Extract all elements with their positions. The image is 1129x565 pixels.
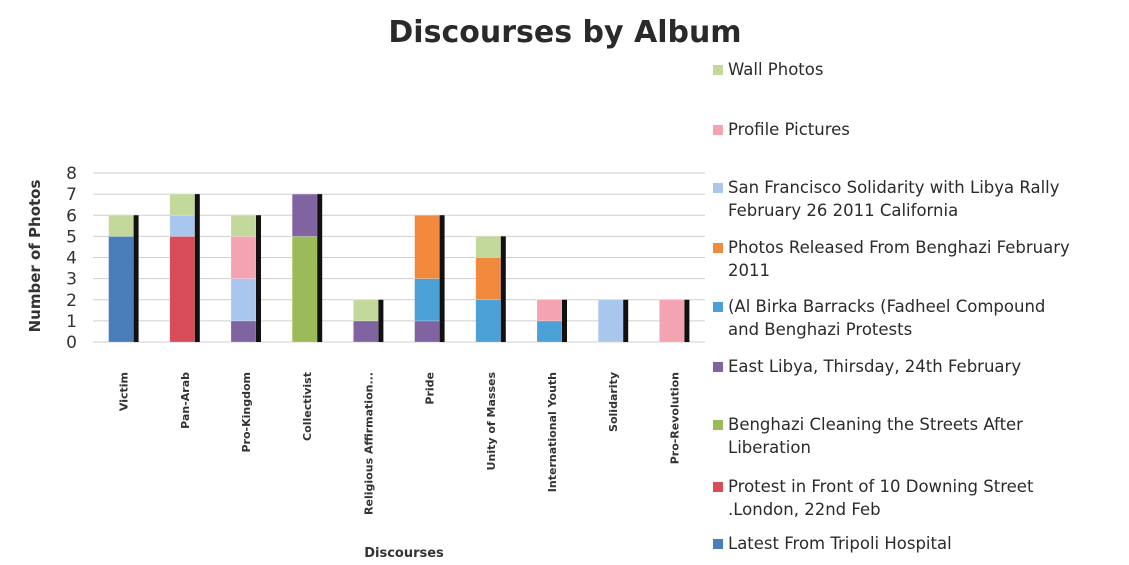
legend-label: Benghazi Cleaning the Streets After bbox=[728, 415, 1023, 434]
bar-segment bbox=[230, 214, 257, 237]
bar-segment bbox=[353, 320, 379, 343]
bar-shadow bbox=[378, 299, 384, 342]
bar-shadow bbox=[439, 215, 445, 342]
x-tick-label: Victim bbox=[118, 372, 131, 411]
y-tick-label: 5 bbox=[66, 227, 77, 247]
bar-segment bbox=[230, 236, 257, 279]
x-tick-label: Pride bbox=[424, 372, 437, 405]
legend-swatch bbox=[713, 362, 723, 372]
x-tick-label: Unity of Masses bbox=[485, 372, 498, 471]
legend-swatch bbox=[713, 302, 723, 312]
y-tick-label: 4 bbox=[66, 249, 77, 269]
y-tick-label: 8 bbox=[66, 164, 77, 184]
x-tick-label: Pan-Arab bbox=[179, 372, 192, 429]
bar-segment bbox=[536, 299, 563, 322]
bar-segment bbox=[230, 320, 257, 343]
x-axis-title: Discourses bbox=[364, 546, 444, 561]
bar-segment bbox=[353, 299, 379, 322]
legend-label: Latest From Tripoli Hospital bbox=[728, 534, 952, 553]
legend-swatch bbox=[713, 539, 723, 549]
bar-segment bbox=[291, 236, 318, 343]
legend: Wall Photos Profile Pictures San Francisco… bbox=[713, 60, 1070, 553]
legend-label: .London, 22nd Feb bbox=[728, 500, 881, 519]
legend-label: East Libya, Thirsday, 24th February bbox=[728, 357, 1021, 376]
legend-swatch bbox=[713, 125, 723, 135]
bar-shadow bbox=[194, 194, 200, 342]
legend-swatch bbox=[713, 183, 723, 193]
bar-segment bbox=[659, 299, 685, 343]
bar-segment bbox=[597, 299, 624, 343]
bar-segment bbox=[414, 214, 440, 279]
x-tick-label: Solidarity bbox=[607, 372, 620, 432]
x-tick-label: Collectivist bbox=[301, 372, 314, 441]
chart-title: Discourses by Album bbox=[388, 15, 741, 50]
bar-segment bbox=[475, 257, 502, 301]
x-tick-label: Pro-Revolution bbox=[668, 372, 681, 464]
bar-shadow bbox=[684, 299, 690, 342]
legend-label: February 26 2011 California bbox=[728, 201, 958, 220]
bar-segment bbox=[169, 193, 196, 216]
bar-shadow bbox=[133, 215, 139, 342]
legend-label: Profile Pictures bbox=[728, 120, 850, 139]
bar-segment bbox=[291, 193, 318, 237]
bar-segment bbox=[414, 278, 440, 322]
x-axis-ticks: Victim Pan-Arab Pro-Kingdom Collectivist Rel… bbox=[118, 372, 682, 515]
legend-label: 2011 bbox=[728, 261, 770, 280]
y-tick-label: 3 bbox=[66, 270, 77, 290]
bar-segment bbox=[230, 278, 257, 322]
y-tick-label: 6 bbox=[66, 206, 77, 226]
bar-shadow bbox=[256, 215, 261, 342]
legend-label: San Francisco Solidarity with Libya Rall… bbox=[728, 178, 1060, 197]
bar-shadow bbox=[623, 299, 629, 342]
x-tick-label: Religious Affirmation... bbox=[362, 372, 375, 515]
x-tick-label: Pro-Kingdom bbox=[240, 372, 253, 453]
y-tick-label: 7 bbox=[66, 185, 77, 205]
legend-swatch bbox=[713, 65, 723, 75]
bar-segment bbox=[536, 320, 563, 343]
legend-swatch bbox=[713, 482, 723, 492]
y-tick-label: 2 bbox=[66, 291, 77, 311]
y-tick-label: 1 bbox=[66, 312, 77, 332]
legend-label: (Al Birka Barracks (Fadheel Compound bbox=[728, 297, 1045, 316]
y-tick-label: 0 bbox=[66, 333, 77, 353]
legend-label: and Benghazi Protests bbox=[728, 320, 912, 339]
bar-segment bbox=[414, 320, 440, 343]
legend-label: Photos Released From Benghazi February bbox=[728, 238, 1070, 257]
bar-segment bbox=[169, 236, 196, 343]
y-axis-title: Number of Photos bbox=[26, 180, 44, 333]
bar-segment bbox=[475, 299, 502, 343]
bar-shadow bbox=[562, 299, 567, 342]
legend-swatch bbox=[713, 243, 723, 253]
bar-shadow bbox=[500, 236, 506, 342]
legend-label: Liberation bbox=[728, 438, 811, 457]
bar-segment bbox=[169, 214, 196, 237]
bar-shadow bbox=[317, 194, 323, 342]
bars-group bbox=[108, 193, 690, 343]
bar-segment bbox=[108, 236, 134, 343]
bar-segment bbox=[475, 236, 502, 258]
legend-label: Wall Photos bbox=[728, 60, 823, 79]
legend-label: Protest in Front of 10 Downing Street bbox=[728, 477, 1034, 496]
x-tick-label: International Youth bbox=[546, 372, 559, 492]
bar-segment bbox=[108, 214, 134, 237]
legend-swatch bbox=[713, 420, 723, 430]
